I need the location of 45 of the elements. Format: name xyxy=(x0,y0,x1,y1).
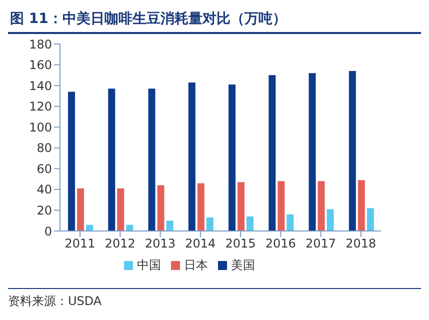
bar xyxy=(166,220,174,231)
bar xyxy=(308,73,316,231)
bar xyxy=(246,216,254,231)
bar xyxy=(278,181,285,231)
x-tick-label: 2011 xyxy=(64,236,96,251)
bar xyxy=(108,88,116,231)
y-tick-label: 20 xyxy=(36,203,52,218)
bar xyxy=(366,208,374,231)
x-tick-label: 2015 xyxy=(225,236,256,251)
bar xyxy=(286,214,294,231)
chart-title: 图 11：中美日咖啡生豆消耗量对比（万吨） xyxy=(8,8,421,34)
y-tick-label: 0 xyxy=(44,224,52,238)
bar xyxy=(238,182,245,231)
x-tick-label: 2017 xyxy=(306,236,336,251)
y-tick-label: 100 xyxy=(29,120,52,134)
bar xyxy=(117,188,124,231)
bar xyxy=(188,82,196,231)
y-tick-label: 80 xyxy=(36,141,52,156)
y-tick-label: 60 xyxy=(36,162,52,176)
x-tick-label: 2012 xyxy=(104,236,136,251)
bar xyxy=(206,217,214,231)
bar xyxy=(326,209,334,231)
bar xyxy=(68,92,76,231)
x-tick-label: 2013 xyxy=(145,236,176,251)
legend-label: 美国 xyxy=(231,258,255,272)
text: 资料来源：USDA xyxy=(8,293,103,310)
bar xyxy=(148,88,156,231)
bar xyxy=(197,183,204,231)
legend-label: 日本 xyxy=(184,258,208,272)
bar xyxy=(318,181,325,231)
x-tick-label: 2014 xyxy=(185,236,216,251)
bar xyxy=(228,84,236,231)
bar xyxy=(268,75,276,231)
bar xyxy=(348,71,356,231)
bar xyxy=(358,180,365,231)
y-tick-label: 140 xyxy=(29,78,52,93)
bar xyxy=(77,188,84,231)
y-tick-label: 180 xyxy=(29,37,52,52)
y-tick-label: 120 xyxy=(29,100,52,114)
bar xyxy=(157,185,164,231)
y-tick-label: 160 xyxy=(29,58,52,72)
x-tick-label: 2016 xyxy=(265,236,296,251)
y-tick-label: 40 xyxy=(36,182,52,197)
legend-label: 中国 xyxy=(137,258,161,272)
x-tick-label: 2018 xyxy=(346,236,376,251)
